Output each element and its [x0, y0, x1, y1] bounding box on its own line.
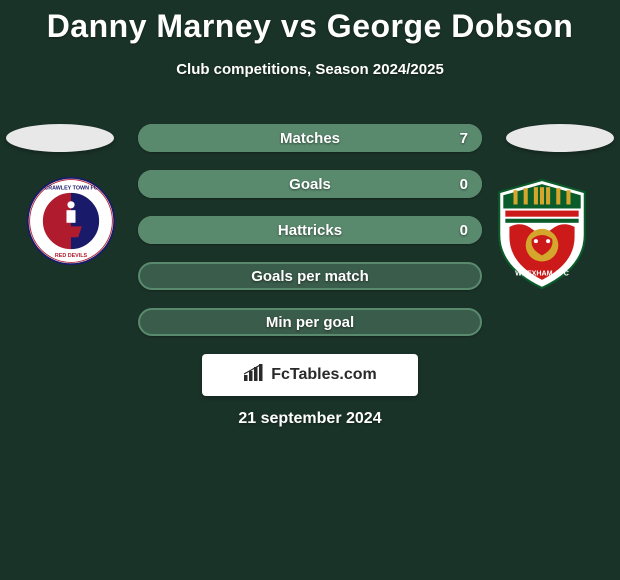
footer-date: 21 september 2024 [0, 410, 620, 428]
stat-label-mpg: Min per goal [140, 310, 480, 334]
club-badge-left: CRAWLEY TOWN FC RED DEVILS [26, 176, 116, 266]
stat-value-goals: 0 [460, 172, 468, 196]
stat-bar-goals: Goals 0 [138, 170, 482, 198]
page-subtitle: Club competitions, Season 2024/2025 [0, 61, 620, 78]
stat-label-hattricks: Hattricks [140, 218, 480, 242]
club-badge-right: WREXHAM AFC [490, 178, 594, 290]
stat-value-hattricks: 0 [460, 218, 468, 242]
stat-label-gpm: Goals per match [140, 264, 480, 288]
stat-value-matches: 7 [460, 126, 468, 150]
stat-bar-hattricks: Hattricks 0 [138, 216, 482, 244]
svg-text:CRAWLEY TOWN FC: CRAWLEY TOWN FC [44, 186, 97, 192]
brand-text: FcTables.com [271, 366, 377, 384]
player-left-placeholder [6, 124, 114, 152]
bar-chart-icon [243, 364, 265, 387]
svg-text:WREXHAM AFC: WREXHAM AFC [515, 270, 569, 278]
brand-link[interactable]: FcTables.com [202, 354, 418, 396]
stat-label-goals: Goals [140, 172, 480, 196]
stat-bar-matches: Matches 7 [138, 124, 482, 152]
stats-container: Matches 7 Goals 0 Hattricks 0 Goals per … [138, 124, 482, 336]
stat-label-matches: Matches [140, 126, 480, 150]
page-title: Danny Marney vs George Dobson [0, 0, 620, 45]
stat-bar-mpg: Min per goal [138, 308, 482, 336]
stat-bar-gpm: Goals per match [138, 262, 482, 290]
player-right-placeholder [506, 124, 614, 152]
svg-text:RED DEVILS: RED DEVILS [55, 253, 88, 259]
